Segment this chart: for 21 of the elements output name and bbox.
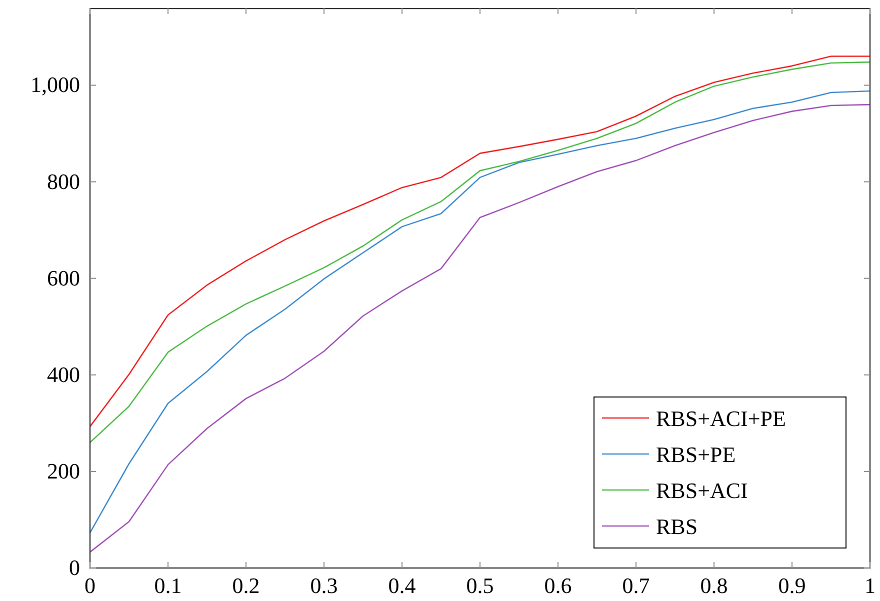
y-tick-label: 400 xyxy=(47,362,80,387)
legend-label: RBS+ACI xyxy=(656,478,748,503)
y-tick-label: 1,000 xyxy=(30,72,80,98)
x-tick-label: 1 xyxy=(864,573,876,598)
x-tick-label: 0.2 xyxy=(232,573,260,598)
x-tick-label: 0.6 xyxy=(544,573,572,598)
y-tick-label: 0 xyxy=(69,555,80,580)
x-tick-label: 0.1 xyxy=(154,573,182,598)
x-tick-label: 0 xyxy=(84,573,96,598)
legend-label: RBS xyxy=(656,514,698,539)
x-tick-label: 0.3 xyxy=(310,573,338,598)
x-tick-label: 0.9 xyxy=(778,573,806,598)
y-tick-label: 600 xyxy=(47,265,80,290)
x-tick-label: 0.5 xyxy=(466,573,494,598)
x-tick-label: 0.7 xyxy=(622,573,650,598)
y-tick-label: 800 xyxy=(47,168,80,194)
legend-label: RBS+ACI+PE xyxy=(656,406,786,431)
x-tick-label: 0.8 xyxy=(700,573,728,598)
y-tick-label: 200 xyxy=(47,458,80,484)
x-tick-label: 0.4 xyxy=(388,573,416,598)
legend-label: RBS+PE xyxy=(656,442,736,467)
